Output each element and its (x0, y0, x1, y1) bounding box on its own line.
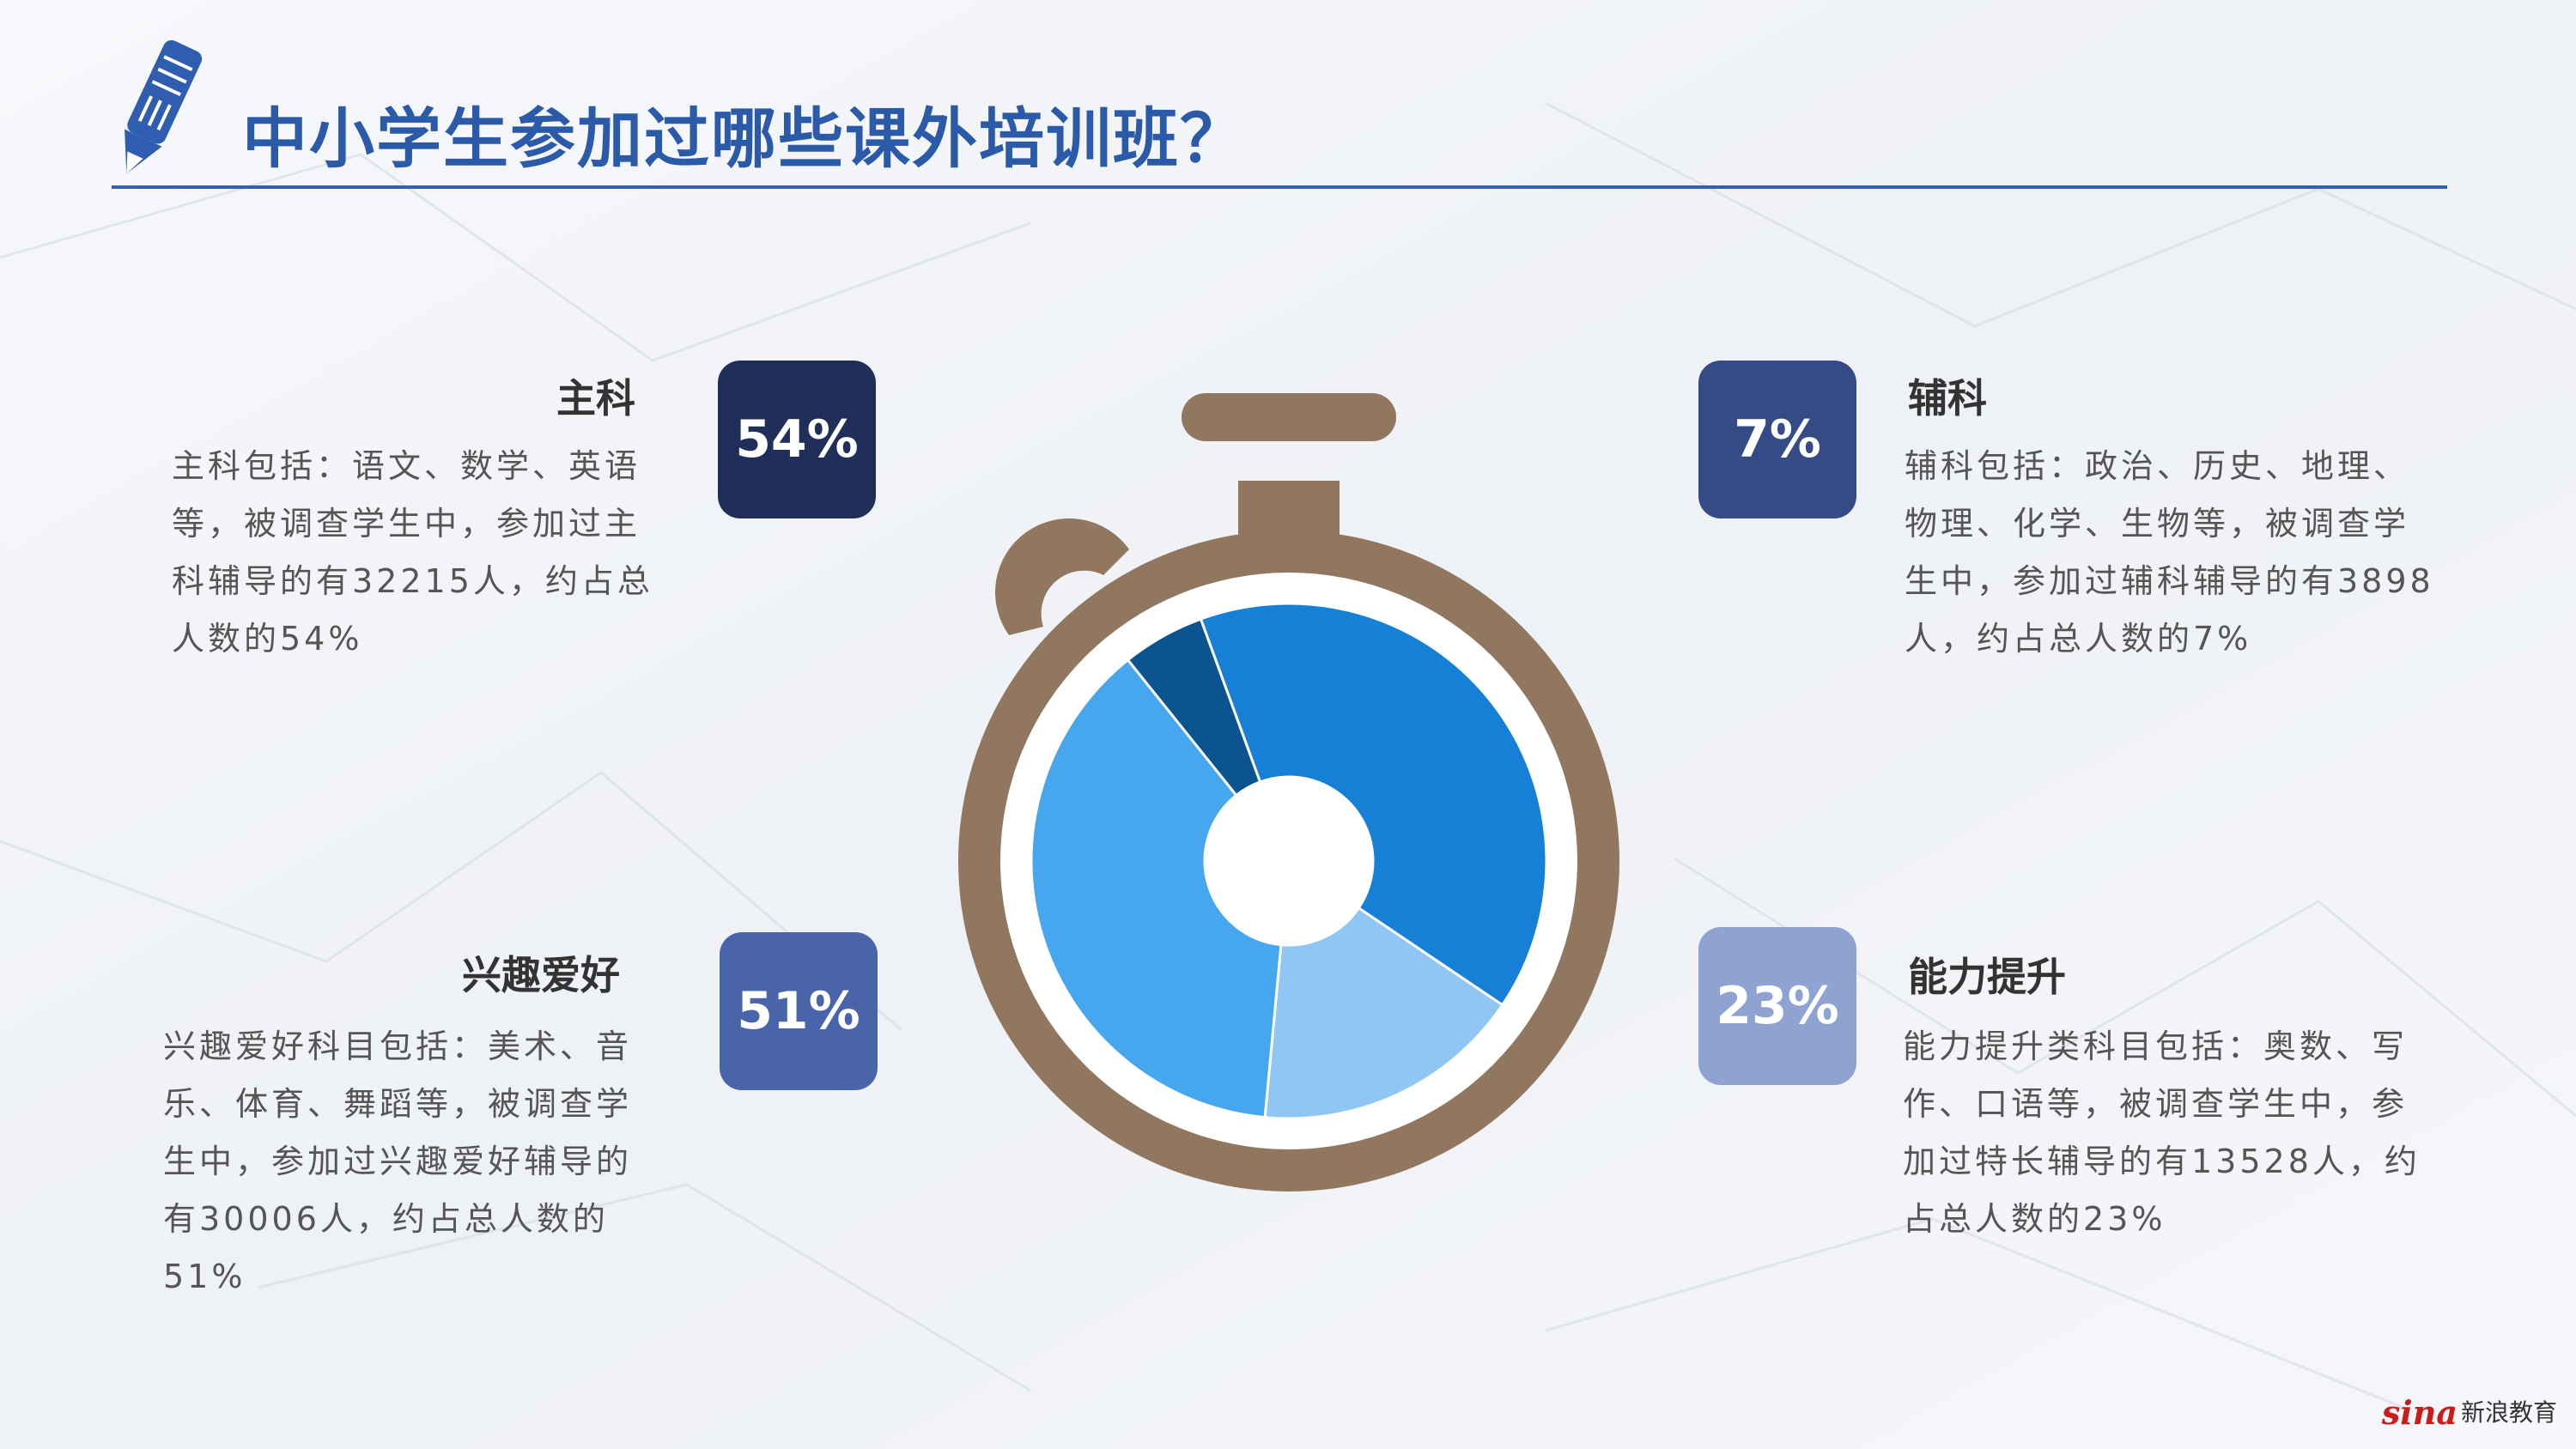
stopwatch-side-button (994, 518, 1129, 635)
brand-name: 新浪教育 (2460, 1398, 2557, 1427)
hobby-badge: 51% (720, 932, 878, 1090)
donut-slices (1030, 602, 1548, 1120)
minor-subject-heading: 辅科 (1908, 375, 1987, 421)
title-divider (112, 185, 2447, 189)
main-subject-badge: 54% (718, 361, 876, 518)
slice-main-subject (1199, 602, 1548, 1007)
main-subject-description: 主科包括：语文、数学、英语等，被调查学生中，参加过主科辅导的有32215人，约占… (172, 447, 653, 658)
page-title: 中小学生参加过哪些课外培训班？ (242, 100, 1247, 177)
sina-logo: sina (2381, 1393, 2458, 1432)
stopwatch-crown (1182, 393, 1396, 441)
ability-heading: 能力提升 (1908, 954, 2066, 1000)
hobby-heading: 兴趣爱好 (462, 952, 620, 998)
hobby-description: 兴趣爱好科目包括：美术、音乐、体育、舞蹈等，被调查学生中，参加过兴趣爱好辅导的有… (163, 1028, 633, 1295)
ability-badge: 23% (1698, 927, 1856, 1085)
stopwatch-donut-chart (958, 393, 1619, 1191)
minor-subject-description: 辅科包括：政治、历史、地理、物理、化学、生物等，被调查学生中，参加过辅科辅导的有… (1905, 447, 2434, 658)
ability-description: 能力提升类科目包括：奥数、写作、口语等，被调查学生中，参加过特长辅导的有1352… (1903, 1028, 2421, 1238)
slice-ability (1126, 617, 1262, 797)
brand-watermark: sina 新浪教育 (2382, 1393, 2557, 1432)
minor-subject-badge: 7% (1698, 361, 1856, 518)
main-subject-heading: 主科 (556, 375, 635, 421)
slice-hobby (1263, 906, 1504, 1120)
pencil-icon (125, 39, 203, 174)
